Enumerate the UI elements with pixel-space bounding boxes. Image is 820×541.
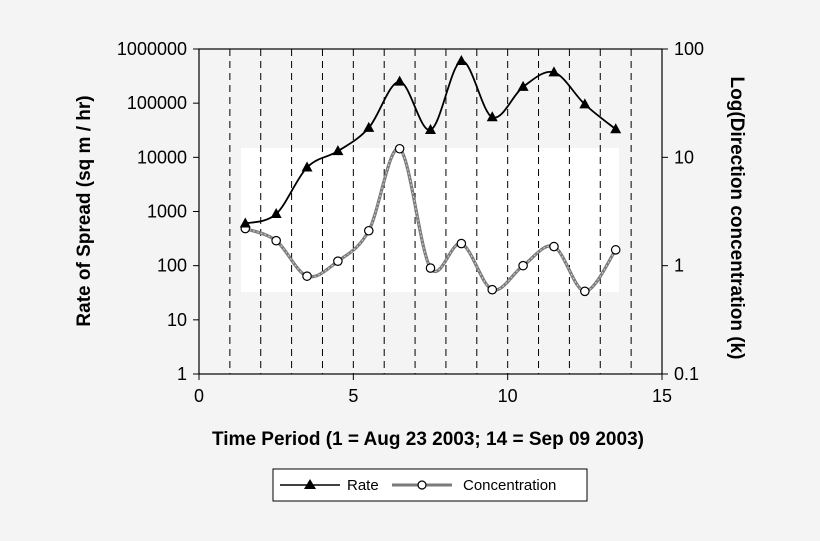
rate-point	[270, 207, 282, 218]
x-tick-label: 5	[348, 386, 358, 406]
concentration-point	[394, 143, 405, 154]
y-tick-label-left: 10	[167, 310, 187, 330]
x-tick-label: 0	[194, 386, 204, 406]
concentration-point	[518, 260, 528, 271]
concentration-point	[363, 225, 374, 236]
legend-concentration-marker	[417, 480, 427, 490]
rate-point	[517, 80, 529, 91]
rate-point	[301, 161, 313, 172]
concentration-point	[487, 284, 498, 295]
y-tick-label-left: 1000000	[117, 39, 187, 59]
y-axis-title-left: Rate of Spread (sq m / hr)	[74, 95, 95, 326]
rate-point	[363, 121, 375, 132]
rate-point	[239, 217, 251, 228]
y-tick-label-left: 100	[157, 256, 187, 276]
y-tick-label-right: 1	[674, 256, 684, 276]
series	[239, 55, 622, 297]
concentration-point	[333, 256, 343, 266]
concentration-point	[580, 286, 590, 297]
y-tick-label-right: 10	[674, 147, 694, 167]
y-tick-label-right: 100	[674, 39, 704, 59]
y-tick-label-left: 10000	[137, 147, 187, 167]
legend: Rate Concentration	[272, 468, 588, 502]
rate-point	[610, 123, 622, 134]
y-tick-label-left: 1000	[147, 202, 187, 222]
x-axis-title: Time Period (1 = Aug 23 2003; 14 = Sep 0…	[212, 429, 644, 450]
y-tick-label-left: 1	[177, 364, 187, 384]
rate-point	[394, 75, 406, 86]
concentration-point	[549, 241, 559, 252]
legend-rate-marker	[304, 479, 316, 489]
concentration-point	[271, 235, 281, 246]
y-tick-label-left: 100000	[127, 93, 187, 113]
x-tick-label: 10	[498, 386, 518, 406]
grid-lines	[229, 49, 632, 374]
concentration-point	[302, 271, 312, 281]
rate-point	[486, 111, 498, 122]
y-axis-title-right: Log(Direction concentration (k)	[726, 77, 747, 360]
y-tick-label-right: 0.1	[674, 364, 699, 384]
legend-concentration-label: Concentration	[463, 477, 556, 494]
tick-labels: 0 5 10 15 1 10 100 1000 10000 100000 1000000 0.1 1 10…	[117, 39, 704, 406]
legend-rate-label: Rate	[347, 477, 379, 494]
concentration-point	[610, 245, 621, 255]
concentration-point	[456, 238, 467, 249]
concentration-point	[425, 263, 436, 273]
rate-point	[332, 145, 344, 156]
rate-point	[425, 123, 436, 134]
axes	[193, 48, 668, 380]
rate-point	[579, 98, 591, 109]
rate-point	[548, 66, 560, 77]
x-tick-label: 15	[652, 386, 672, 406]
rate-point	[455, 55, 467, 66]
